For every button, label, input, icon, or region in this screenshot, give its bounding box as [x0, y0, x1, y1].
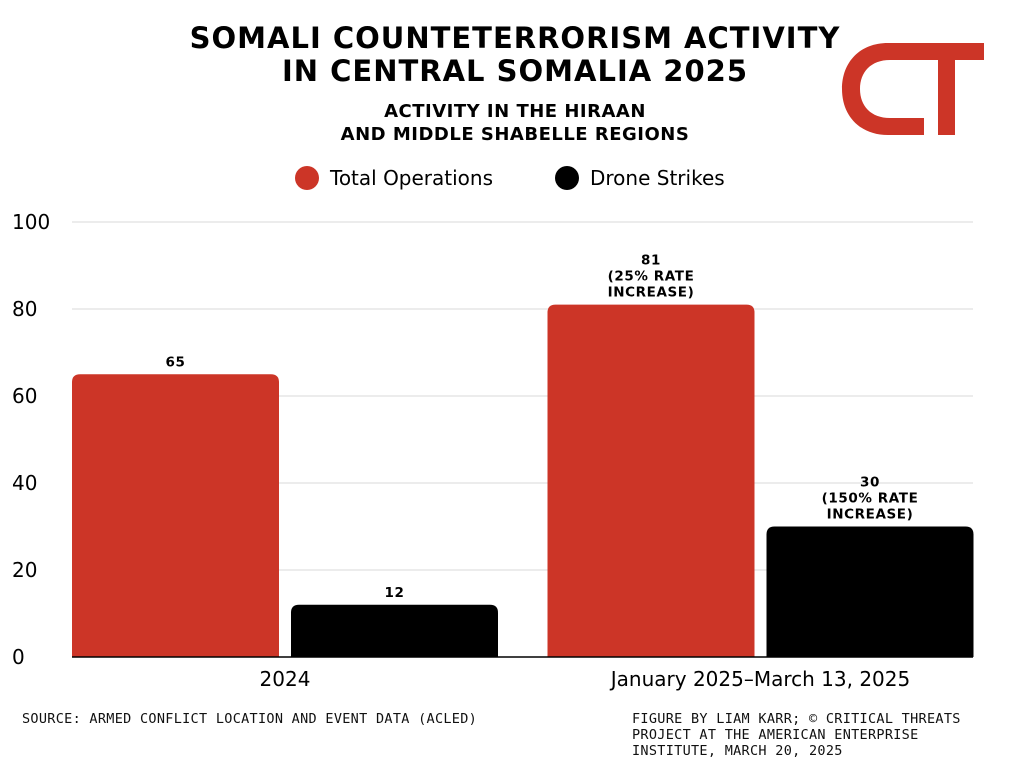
ct-logo: CT: [842, 43, 984, 135]
bar-drone-strikes-0: [291, 604, 498, 657]
credit-note: FIGURE BY LIAM KARR; © CRITICAL THREATS …: [632, 711, 1012, 759]
data-label: 65: [166, 354, 186, 370]
bar-drone-strikes-1: [766, 526, 974, 657]
legend-label-total-operations: Total Operations: [330, 166, 494, 190]
legend-label-drone-strikes: Drone Strikes: [590, 166, 725, 190]
data-label: 81: [641, 253, 661, 269]
data-label: INCREASE): [608, 285, 695, 301]
y-tick-label: 60: [12, 384, 37, 408]
x-tick-label: 2024: [260, 667, 311, 691]
data-label: (150% RATE: [822, 491, 919, 507]
legend-swatch-drone-strikes: [555, 166, 579, 190]
data-label: 30: [860, 475, 880, 491]
chart-subtitle-line-1: ACTIVITY IN THE HIRAAN: [384, 101, 646, 122]
data-label: INCREASE): [827, 507, 914, 523]
y-tick-label: 0: [12, 645, 25, 669]
credit-line-1: FIGURE BY LIAM KARR; © CRITICAL THREATS: [632, 711, 961, 727]
bar-total-operations-0: [72, 374, 279, 657]
chart-title: SOMALI COUNTETERRORISM ACTIVITY IN CENTR…: [150, 22, 880, 88]
source-note: SOURCE: ARMED CONFLICT LOCATION AND EVEN…: [22, 711, 478, 727]
credit-line-2: PROJECT AT THE AMERICAN ENTERPRISE: [632, 727, 919, 743]
y-tick-label: 20: [12, 558, 37, 582]
logo-letter-t: [910, 43, 984, 135]
chart-legend: Total Operations Drone Strikes: [0, 166, 1024, 196]
y-tick-label: 40: [12, 471, 37, 495]
chart-subtitle: ACTIVITY IN THE HIRAAN AND MIDDLE SHABEL…: [200, 100, 830, 146]
y-tick-label: 80: [12, 297, 37, 321]
logo-letter-c: [842, 43, 924, 135]
chart-title-line-1: SOMALI COUNTETERRORISM ACTIVITY: [189, 21, 841, 55]
x-tick-label: January 2025–March 13, 2025: [609, 667, 910, 691]
data-label: (25% RATE: [608, 269, 695, 285]
legend-item-total-operations: Total Operations: [295, 166, 493, 190]
chart-title-line-2: IN CENTRAL SOMALIA 2025: [281, 54, 748, 88]
data-label: 12: [385, 585, 405, 601]
legend-item-drone-strikes: Drone Strikes: [555, 166, 725, 190]
y-tick-label: 100: [12, 210, 50, 234]
chart-subtitle-line-2: AND MIDDLE SHABELLE REGIONS: [340, 124, 690, 145]
bar-total-operations-1: [547, 304, 755, 657]
credit-line-3: INSTITUTE, MARCH 20, 2025: [632, 743, 843, 759]
legend-swatch-total-operations: [295, 166, 319, 190]
